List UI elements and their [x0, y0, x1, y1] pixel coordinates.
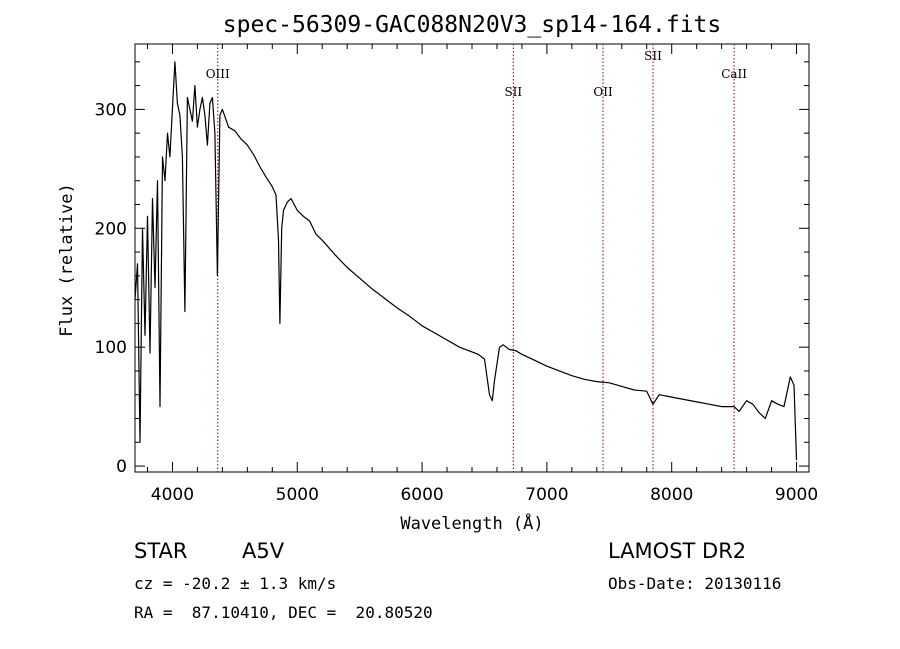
x-tick-label: 4000	[151, 485, 194, 505]
x-tick-label: 9000	[775, 485, 818, 505]
survey-name: LAMOST DR2	[608, 539, 747, 563]
line-marker-label: SII	[504, 85, 522, 99]
redshift-velocity: cz = -20.2 ± 1.3 km/s	[134, 574, 337, 593]
object-class: STAR	[134, 539, 188, 563]
spectrum-line	[134, 61, 798, 461]
line-marker-label: SII	[644, 49, 662, 63]
x-tick-label: 8000	[650, 485, 693, 505]
line-marker-label: CaII	[721, 67, 747, 81]
y-tick-label: 0	[116, 457, 127, 477]
y-axis-label: Flux (relative)	[57, 183, 77, 337]
x-axis-label: Wavelength (Å)	[400, 512, 543, 534]
line-marker-label: OII	[593, 85, 613, 99]
observation-date: Obs-Date: 20130116	[608, 574, 782, 593]
plot-frame	[134, 43, 810, 473]
x-tick-label: 6000	[400, 485, 443, 505]
chart-title: spec-56309-GAC088N20V3_sp14-164.fits	[223, 12, 722, 38]
y-tick-label: 100	[95, 338, 127, 358]
x-tick-label: 7000	[525, 485, 568, 505]
line-marker-label: OIII	[206, 67, 230, 81]
x-tick-label: 5000	[276, 485, 319, 505]
sky-coordinates: RA = 87.10410, DEC = 20.80520	[134, 603, 433, 622]
y-tick-label: 200	[95, 219, 127, 239]
plot-marks: 4000 5000 6000 7000 8000 9000 0 100 200 300 OIII SI…	[95, 44, 818, 505]
spectral-subclass: A5V	[242, 539, 285, 563]
y-tick-label: 300	[95, 100, 127, 120]
